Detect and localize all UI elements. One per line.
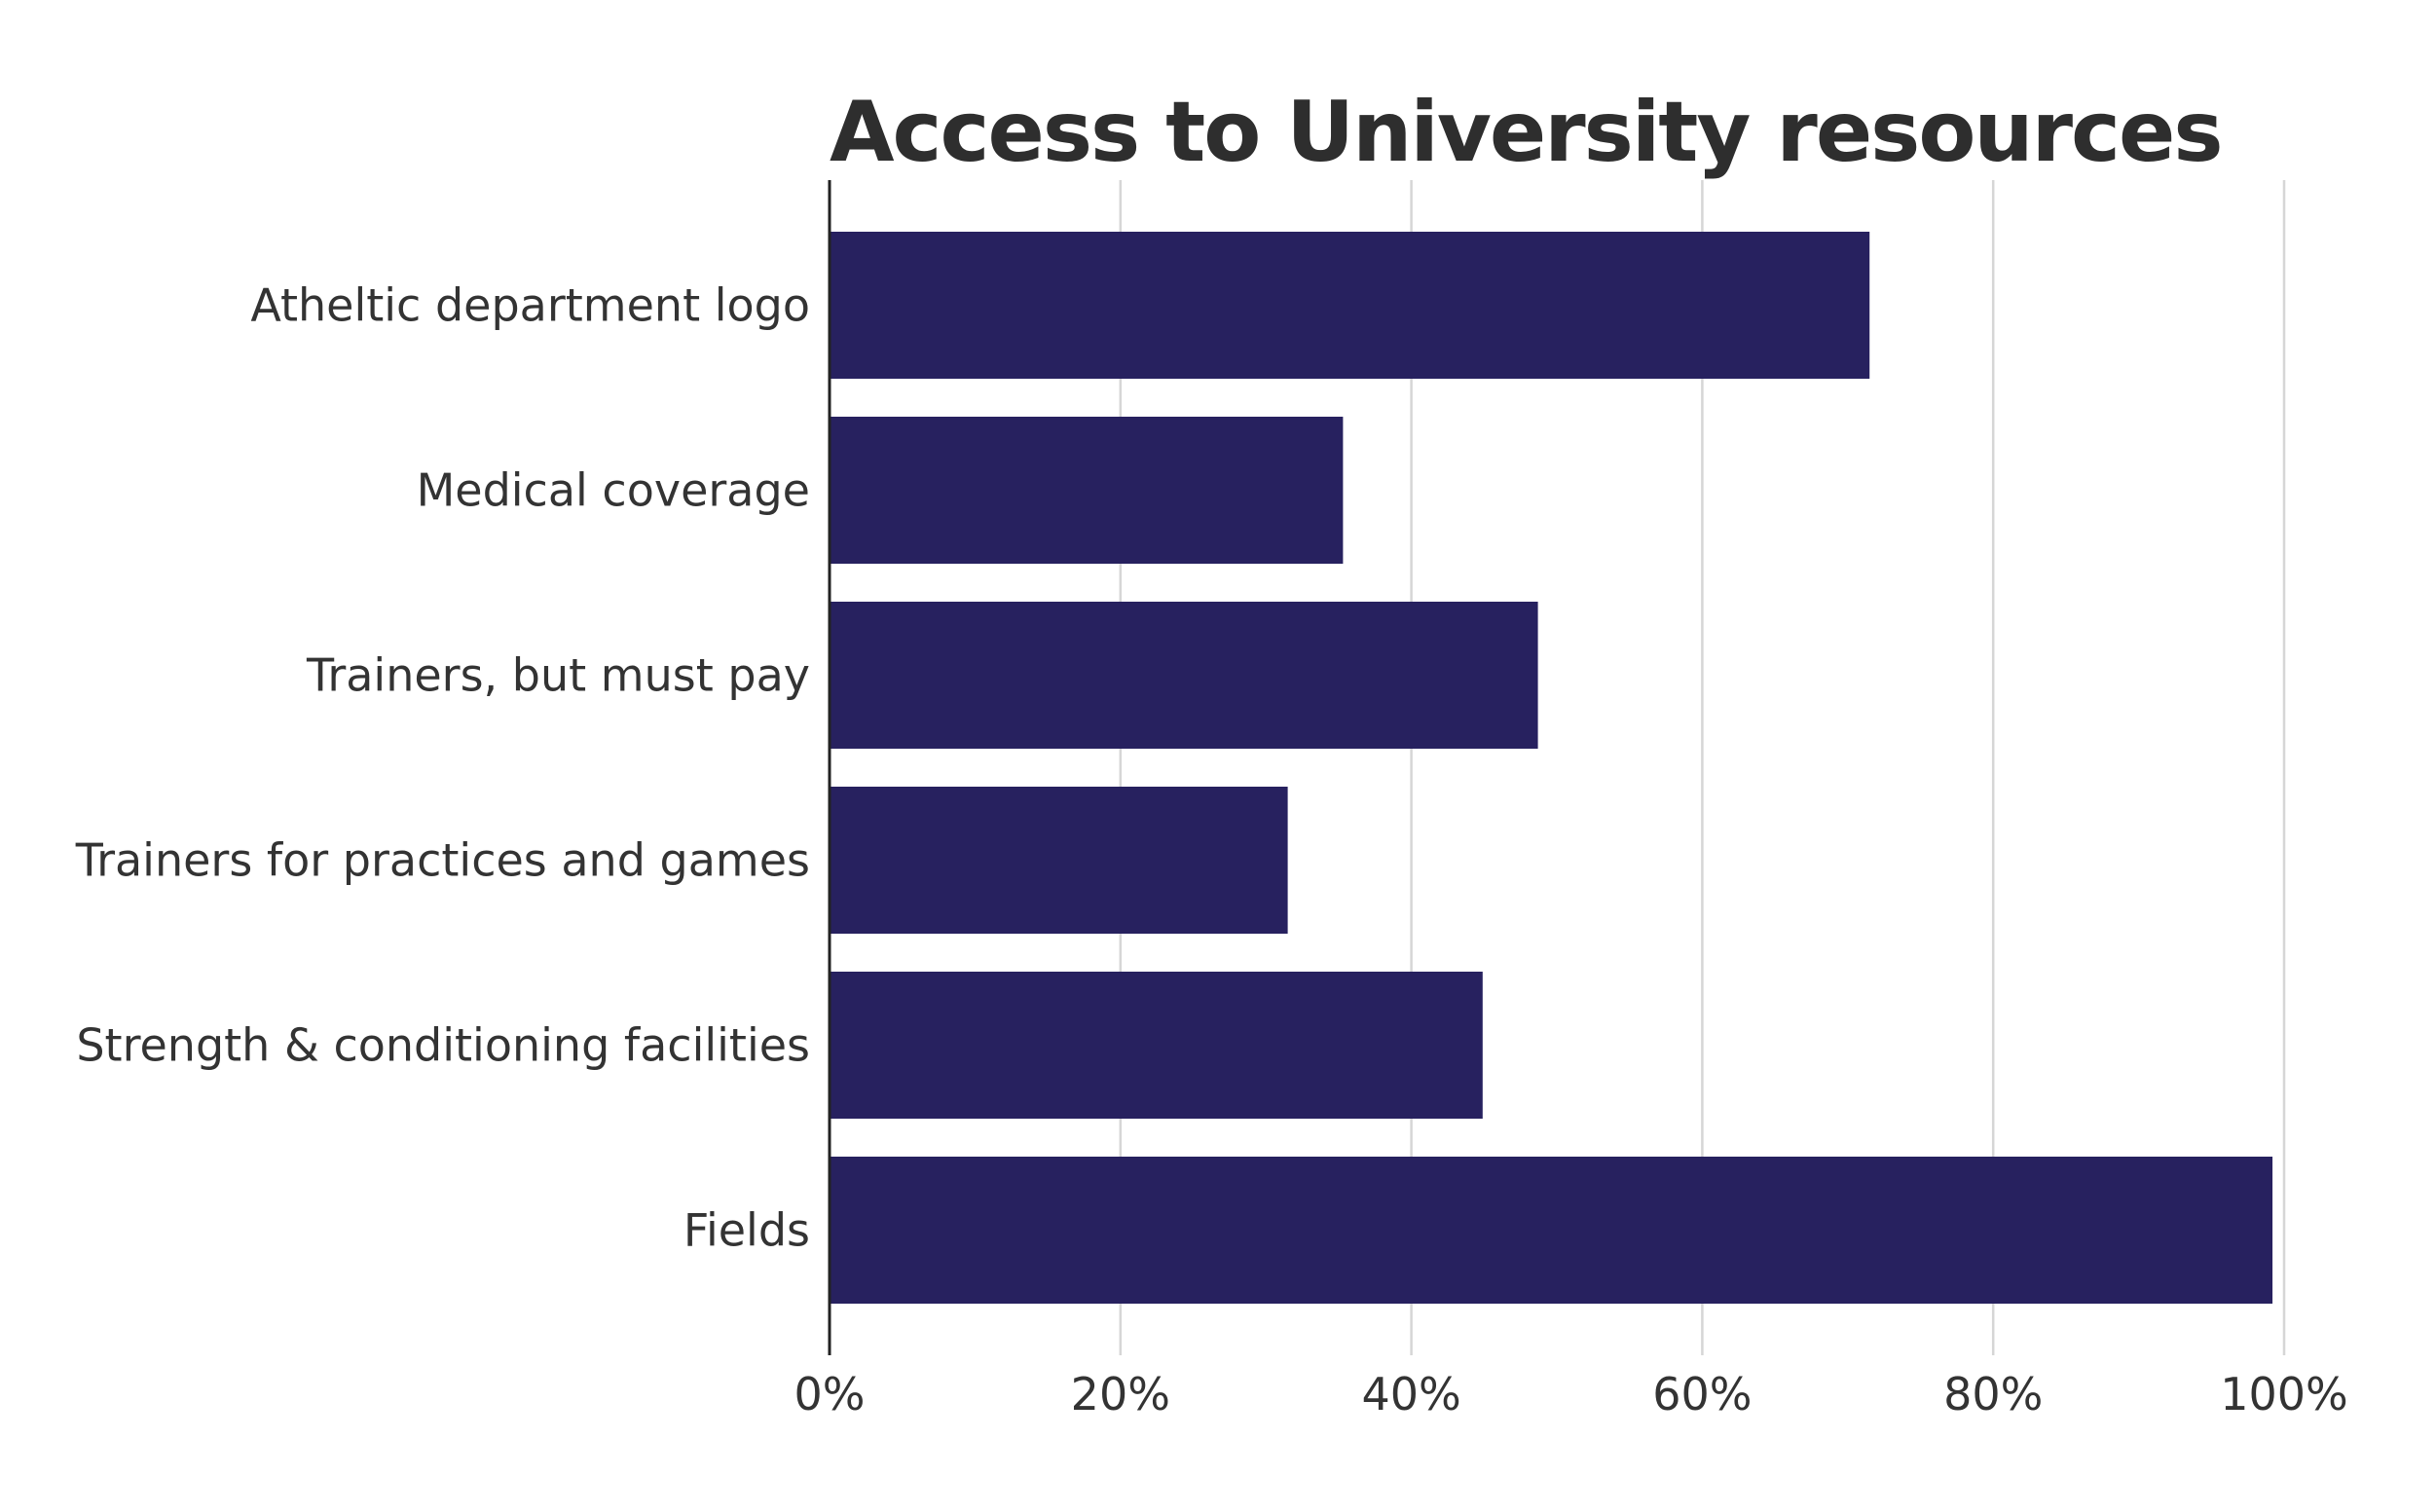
chart-title: Access to University resources [830,84,2222,181]
bar-medical-coverage [830,417,1344,564]
category-label: Trainers, but must pay [306,649,810,702]
category-label: Fields [683,1204,810,1257]
bar-trainers-but-must-pay [830,602,1538,749]
label-layer: 0% 20% 40% 60% 80% 100% Atheltic department lo… [75,279,2348,1421]
category-label: Strength & conditioning facilities [76,1019,810,1072]
category-label: Atheltic department logo [250,279,810,332]
bar-fields [830,1157,2273,1304]
x-tick-label-80: 80% [1943,1368,2043,1420]
x-tick-label-0: 0% [794,1368,866,1420]
bar-strength-conditioning-facilities [830,972,1483,1119]
x-tick-label-100: 100% [2220,1368,2348,1420]
category-label: Medical coverage [417,464,810,517]
x-tick-label-20: 20% [1071,1368,1170,1420]
bar-trainers-for-practices-and-games [830,787,1288,934]
bar-atheltic-department-logo [830,232,1870,379]
category-label: Trainers for practices and games [75,834,810,887]
bar-layer [830,232,2273,1304]
x-tick-label-60: 60% [1652,1368,1752,1420]
x-tick-label-40: 40% [1361,1368,1460,1420]
